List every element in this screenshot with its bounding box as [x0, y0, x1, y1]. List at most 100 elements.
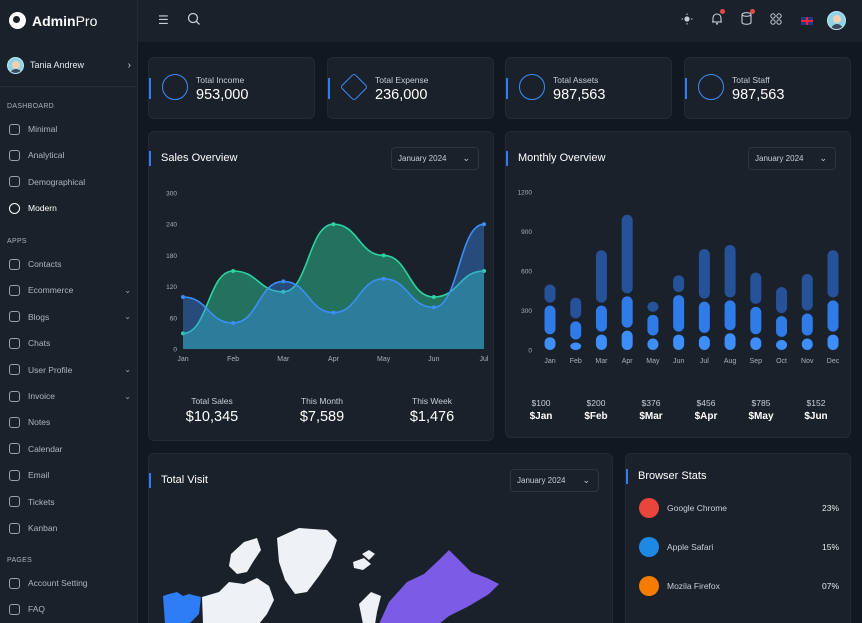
sidebar-item-demographical[interactable]: Demographical	[9, 175, 131, 189]
bar-segment	[647, 314, 659, 336]
stat-label: Total Income	[196, 75, 245, 85]
search-icon[interactable]	[187, 12, 201, 29]
avatar	[7, 56, 24, 74]
sidebar-item-label: Chats	[28, 338, 51, 349]
monthly-price: $456	[696, 398, 716, 408]
chats-icon	[9, 337, 20, 349]
y-tick-label: 120	[166, 284, 177, 291]
browser-row[interactable]: Mozila Firefox 07%	[639, 576, 839, 596]
chevron-down-icon: ⌄	[124, 391, 131, 401]
menu-icon[interactable]: ☰	[158, 13, 169, 27]
y-tick-label: 300	[166, 191, 177, 198]
apps-icon[interactable]	[770, 13, 782, 28]
browser-row[interactable]: Apple Safari 15%	[639, 537, 839, 557]
bar-segment	[750, 272, 762, 304]
total-visit-title: Total Visit	[161, 474, 208, 486]
data-point	[281, 289, 286, 294]
y-tick-label: 300	[521, 308, 532, 315]
sales-period-value: January 2024	[398, 154, 447, 163]
sidebar: AdminPro Tania Andrew › DASHBOARD Minimal…	[0, 0, 138, 623]
sidebar-item-label: Notes	[28, 417, 51, 428]
stat-card[interactable]: Total Assets 987,563	[505, 57, 672, 119]
sidebar-item-label: Account Setting	[28, 578, 88, 588]
flag-uk-icon[interactable]	[801, 17, 813, 25]
browser-percent: 23%	[821, 503, 839, 513]
sidebar-item-modern[interactable]: Modern	[9, 201, 131, 215]
bar-segment	[724, 300, 736, 331]
sidebar-item-chats[interactable]: Chats	[9, 336, 131, 350]
staff-icon	[698, 74, 724, 100]
browser-name: Google Chrome	[667, 503, 728, 513]
bar-segment	[801, 338, 813, 350]
visit-period-select[interactable]: January 2024 ⌄	[510, 469, 599, 492]
sales-overview-card: Sales Overview January 2024 ⌄ 0 60 120 180 2…	[148, 131, 494, 441]
stat-card[interactable]: Total Staff 987,563	[684, 57, 851, 119]
sidebar-item-kanban[interactable]: Kanban	[9, 521, 131, 535]
sidebar-item-label: FAQ	[28, 604, 46, 615]
sidebar-item-notes[interactable]: Notes	[9, 415, 131, 429]
monthly-month: $Jun	[804, 411, 828, 422]
sidebar-item-label: Demographical	[28, 176, 86, 187]
bell-icon[interactable]	[711, 12, 723, 28]
bar-segment	[673, 275, 685, 293]
data-point	[231, 321, 236, 325]
bar-segment	[621, 330, 633, 350]
sidebar-item-calendar[interactable]: Calendar	[9, 442, 131, 456]
x-tick-label: Oct	[776, 358, 787, 365]
browser-stats-title: Browser Stats	[638, 470, 707, 482]
y-tick-label: 600	[521, 269, 532, 276]
x-tick-label: Dec	[827, 358, 840, 365]
kanban-icon	[9, 522, 20, 534]
chevron-down-icon: ⌄	[124, 365, 131, 375]
brand-logo[interactable]: AdminPro	[9, 12, 97, 29]
theme-icon[interactable]	[681, 13, 693, 28]
sidebar-item-ecommerce[interactable]: Ecommerce ⌄	[9, 283, 131, 297]
stat-accent	[506, 78, 508, 99]
monthly-month: $Feb	[584, 411, 608, 422]
sidebar-item-label: Kanban	[28, 523, 58, 533]
user-profile-link[interactable]: Tania Andrew ›	[7, 55, 131, 75]
user-name: Tania Andrew	[30, 60, 85, 70]
sidebar-item-analytical[interactable]: Analytical	[9, 148, 131, 162]
monthly-period-select[interactable]: January 2024 ⌄	[748, 147, 836, 170]
invoice-icon	[9, 390, 20, 402]
bar-segment	[570, 297, 582, 319]
bar-segment	[724, 245, 736, 298]
sidebar-item-email[interactable]: Email	[9, 468, 131, 482]
data-point	[231, 269, 236, 273]
income-icon	[162, 74, 188, 100]
series-area	[183, 224, 484, 349]
analytical-icon	[9, 149, 20, 161]
monthly-month: $Apr	[694, 411, 718, 422]
bar-segment	[595, 334, 607, 350]
map-region-north-america	[163, 592, 201, 623]
database-icon[interactable]	[741, 12, 752, 28]
stat-value: 953,000	[196, 87, 249, 103]
browser-row[interactable]: Google Chrome 23%	[639, 498, 839, 518]
stat-card[interactable]: Total Income 953,000	[148, 57, 315, 119]
sidebar-item-blogs[interactable]: Blogs ⌄	[9, 310, 131, 324]
x-tick-label: Jan	[544, 358, 555, 365]
sales-period-select[interactable]: January 2024 ⌄	[391, 147, 479, 170]
top-bar: ☰	[138, 0, 862, 42]
brand-name-bold: Admin	[32, 12, 76, 29]
sidebar-item-faq[interactable]: FAQ	[9, 602, 131, 616]
data-point	[281, 279, 286, 284]
bar-segment	[698, 335, 710, 350]
sidebar-item-user-profile[interactable]: User Profile ⌄	[9, 363, 131, 377]
sidebar-item-account-setting[interactable]: Account Setting	[9, 576, 131, 590]
data-point	[431, 305, 436, 310]
header-avatar[interactable]	[827, 11, 846, 30]
chevron-down-icon: ⌄	[124, 312, 131, 322]
sidebar-item-contacts[interactable]: Contacts	[9, 257, 131, 271]
sidebar-item-tickets[interactable]: Tickets	[9, 495, 131, 509]
sidebar-item-minimal[interactable]: Minimal	[9, 122, 131, 136]
sidebar-item-invoice[interactable]: Invoice ⌄	[9, 389, 131, 403]
data-point	[381, 253, 386, 258]
faq-icon	[9, 603, 20, 615]
stat-card[interactable]: Total Expense 236,000	[327, 57, 494, 119]
series-area	[183, 224, 484, 349]
y-tick-label: 1200	[518, 190, 533, 197]
stat-value: 987,563	[732, 87, 785, 103]
sales-overview-title: Sales Overview	[161, 152, 238, 164]
